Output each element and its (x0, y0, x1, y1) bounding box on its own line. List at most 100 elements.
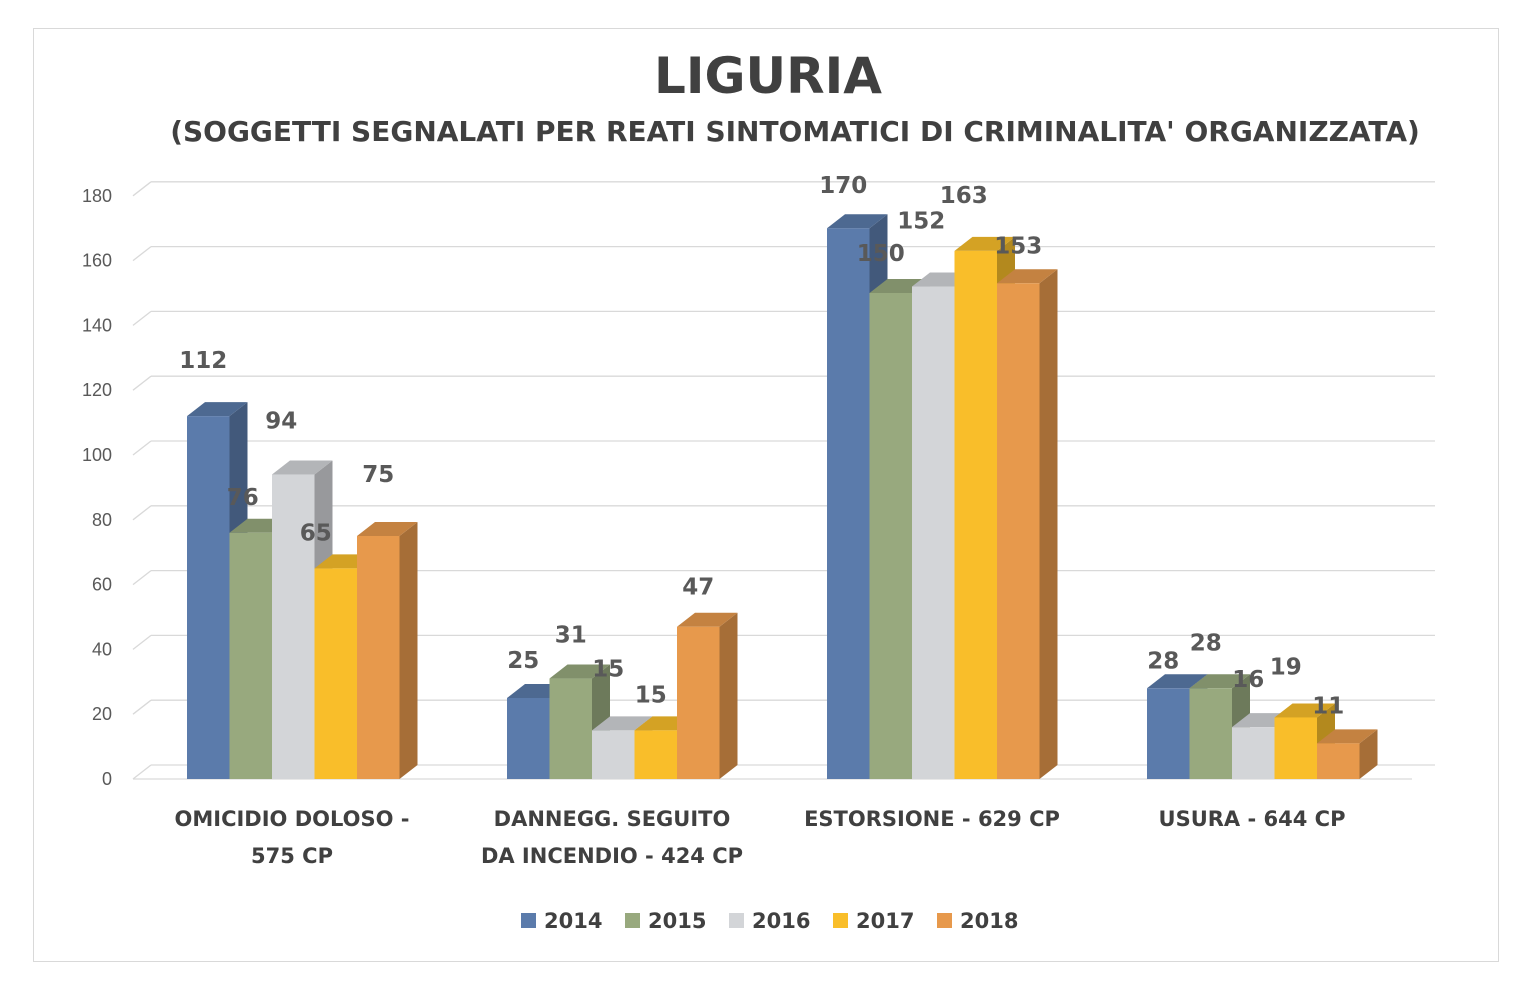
legend-item-2014: 2014 (521, 909, 602, 933)
data-label: 152 (897, 209, 945, 235)
bar-front (997, 283, 1040, 779)
y-tick-label: 0 (102, 769, 112, 789)
y-axis-ticks: 0 20 40 60 80 100 120 140 160 180 (82, 186, 112, 789)
legend-item-2016: 2016 (729, 909, 810, 933)
chart-subtitle: (SOGGETTI SEGNALATI PER REATI SINTOMATIC… (170, 115, 1420, 148)
legend-label: 2014 (544, 909, 602, 933)
bar-front (357, 536, 400, 779)
chart-title: LIGURIA (654, 47, 882, 105)
bar-front (1232, 727, 1275, 779)
bar-front (592, 730, 635, 779)
bar-front (549, 678, 592, 779)
bar-top (272, 460, 333, 475)
y-tick-label: 60 (92, 575, 112, 595)
bar-front (1317, 743, 1360, 779)
x-category-label: USURA - 644 CP (1159, 807, 1346, 831)
bar-front (314, 568, 357, 779)
legend-swatch (937, 913, 952, 928)
bar-top (592, 716, 653, 731)
gridline-depth (132, 764, 152, 780)
bar-top (677, 612, 738, 627)
gridline-depth (132, 375, 152, 391)
bar-2018-1 (677, 612, 738, 779)
data-label: 15 (635, 682, 667, 708)
legend-item-2017: 2017 (833, 909, 914, 933)
bar-front (1189, 688, 1232, 779)
bar-top (1317, 729, 1378, 744)
x-axis-categories: OMICIDIO DOLOSO -575 CP DANNEGG. SEGUITO D… (175, 807, 1346, 868)
gridline-depth (132, 246, 152, 262)
x-category-label: ESTORSIONE - 629 CP (804, 807, 1060, 831)
gridline-depth (132, 310, 152, 326)
data-label: 76 (227, 485, 259, 511)
data-label: 11 (1312, 693, 1344, 719)
data-label: 153 (994, 233, 1042, 259)
bar-2018-0 (357, 522, 418, 779)
bar-top (1274, 703, 1335, 718)
data-label: 75 (362, 462, 394, 488)
legend-label: 2015 (648, 909, 706, 933)
legend-label: 2018 (960, 909, 1018, 933)
legend-item-2015: 2015 (625, 909, 706, 933)
bar-side (1039, 269, 1058, 779)
y-tick-label: 120 (82, 380, 112, 400)
legend-swatch (729, 913, 744, 928)
y-tick-label: 100 (82, 445, 112, 465)
bar-top (1189, 674, 1250, 689)
bar-front (827, 228, 870, 779)
bar-front (677, 626, 720, 779)
bar-side (719, 612, 738, 779)
bar-top (187, 402, 248, 417)
bar-front (1274, 717, 1317, 779)
data-label: 16 (1232, 667, 1264, 693)
data-label: 163 (940, 183, 988, 209)
bar-top (954, 236, 1015, 251)
x-category-label: OMICIDIO DOLOSO -575 CP (175, 807, 410, 868)
bar-top (549, 664, 610, 679)
bar-top (1147, 674, 1208, 689)
bar-front (634, 730, 677, 779)
bar-top (827, 214, 888, 229)
bar-front (229, 532, 272, 779)
data-label: 150 (857, 241, 905, 267)
y-tick-label: 140 (82, 315, 112, 335)
data-label: 112 (179, 348, 227, 374)
data-label: 65 (300, 520, 332, 546)
bar-front (954, 250, 997, 779)
x-category-label: DANNEGG. SEGUITO DA INCENDIO - 424 CP (481, 807, 743, 868)
bar-front (869, 293, 912, 779)
legend-swatch (833, 913, 848, 928)
data-label: 94 (265, 408, 297, 434)
legend: 2014 2015 2016 2017 2018 (521, 909, 1018, 933)
gridline-depth (132, 181, 152, 197)
data-label: 15 (592, 656, 624, 682)
data-labels: 1127694657525311515471701501521631532828… (179, 173, 1344, 719)
data-label: 47 (682, 575, 714, 601)
bar-front (507, 698, 550, 779)
data-label: 28 (1190, 630, 1222, 656)
bar-side (399, 522, 418, 779)
bar-top (357, 522, 418, 536)
legend-label: 2016 (752, 909, 810, 933)
bar-top (997, 269, 1058, 284)
bar-2018-3 (1317, 729, 1378, 779)
y-tick-label: 40 (92, 639, 112, 659)
bar-side (1359, 729, 1378, 779)
legend-swatch (625, 913, 640, 928)
bar-front (912, 286, 955, 779)
data-label: 170 (819, 173, 867, 199)
y-tick-label: 80 (92, 510, 112, 530)
gridline-depth (132, 440, 152, 456)
data-label: 25 (507, 648, 539, 674)
data-label: 19 (1270, 654, 1302, 680)
legend-swatch (521, 913, 536, 928)
data-label: 28 (1147, 648, 1179, 674)
gridline-depth (132, 699, 152, 715)
bars (187, 214, 1378, 779)
bar-front (1147, 688, 1190, 779)
gridline-depth (132, 505, 152, 521)
y-tick-label: 20 (92, 704, 112, 724)
gridline-depth (132, 570, 152, 586)
data-label: 31 (555, 623, 587, 649)
